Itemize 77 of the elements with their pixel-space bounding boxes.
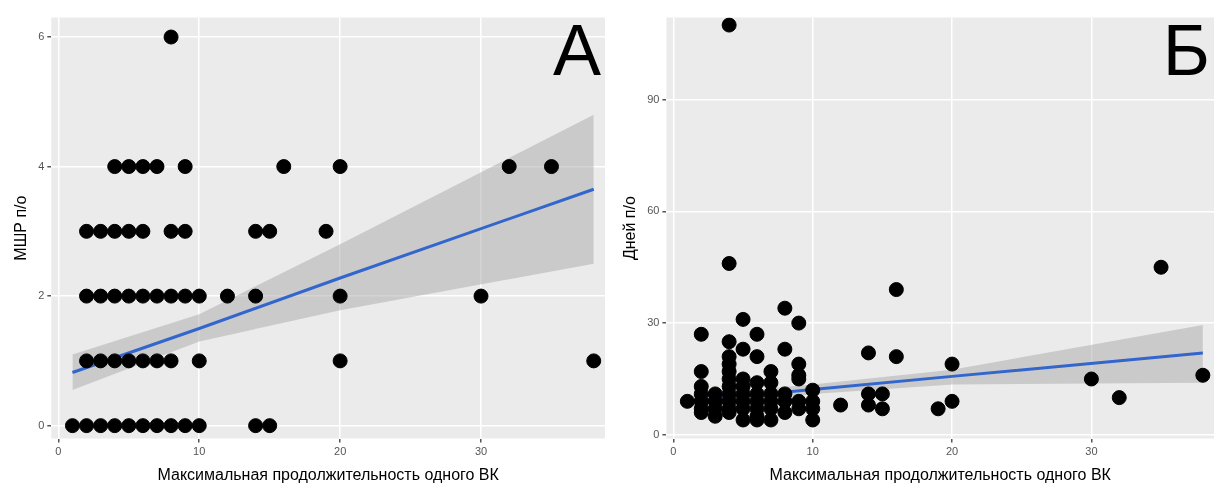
point [93, 418, 109, 434]
point [93, 223, 109, 239]
x-tick-label: 20 [334, 445, 347, 458]
point [121, 223, 137, 239]
point [149, 353, 165, 369]
point [248, 223, 264, 239]
x-tick-label: 0 [670, 445, 677, 458]
point [149, 418, 165, 434]
point [177, 418, 193, 434]
point [177, 288, 193, 304]
y-tick-label: 2 [38, 289, 45, 302]
x-tick-label: 30 [1085, 445, 1098, 458]
point [121, 353, 137, 369]
y-tick-label: 0 [653, 427, 660, 440]
point [79, 353, 95, 369]
point [93, 288, 109, 304]
point [191, 288, 207, 304]
point [135, 418, 151, 434]
point [107, 223, 123, 239]
point [219, 288, 235, 304]
point [135, 288, 151, 304]
point [135, 223, 151, 239]
point [163, 288, 179, 304]
y-axis-title: МШР п/о [12, 195, 30, 261]
annotation: Б [1162, 10, 1210, 91]
point [248, 418, 264, 434]
point [121, 288, 137, 304]
y-tick-label: 4 [38, 159, 45, 172]
point [149, 288, 165, 304]
point [163, 418, 179, 434]
point [276, 159, 292, 175]
annotation: А [552, 10, 601, 91]
point [248, 288, 264, 304]
x-tick-label: 10 [806, 445, 819, 458]
point [79, 223, 95, 239]
point [191, 418, 207, 434]
point [107, 159, 123, 175]
x-tick-label: 20 [945, 445, 959, 458]
y-tick-label: 0 [38, 418, 45, 431]
point [543, 159, 559, 175]
y-tick-label: 6 [38, 30, 45, 43]
point [135, 353, 151, 369]
x-tick-label: 30 [474, 445, 488, 458]
point [79, 288, 95, 304]
y-axis-title: Дней п/о [621, 196, 639, 261]
point [163, 29, 179, 45]
point [149, 159, 165, 175]
x-tick-label: 10 [193, 445, 206, 458]
point [79, 418, 95, 434]
point [107, 288, 123, 304]
y-tick-label: 60 [647, 204, 660, 217]
point [121, 418, 137, 434]
point [332, 353, 348, 369]
point [163, 223, 179, 239]
x-axis-title: Максимальная продолжительность одного ВК [157, 465, 500, 483]
point [64, 418, 80, 434]
point [262, 223, 278, 239]
point [177, 159, 193, 175]
point [501, 159, 517, 175]
x-axis-title: Максимальная продолжительность одного ВК [769, 465, 1112, 483]
y-tick-label: 30 [647, 316, 660, 329]
point [177, 223, 193, 239]
point [135, 159, 151, 175]
point [121, 159, 137, 175]
point [107, 418, 123, 434]
point [318, 223, 334, 239]
x-tick-label: 0 [55, 445, 62, 458]
point [93, 353, 109, 369]
point [107, 353, 123, 369]
point [586, 353, 602, 369]
point [191, 353, 207, 369]
point [163, 353, 179, 369]
point [332, 288, 348, 304]
point [473, 288, 489, 304]
point [262, 418, 278, 434]
point [332, 159, 348, 175]
y-tick-label: 90 [647, 92, 660, 105]
